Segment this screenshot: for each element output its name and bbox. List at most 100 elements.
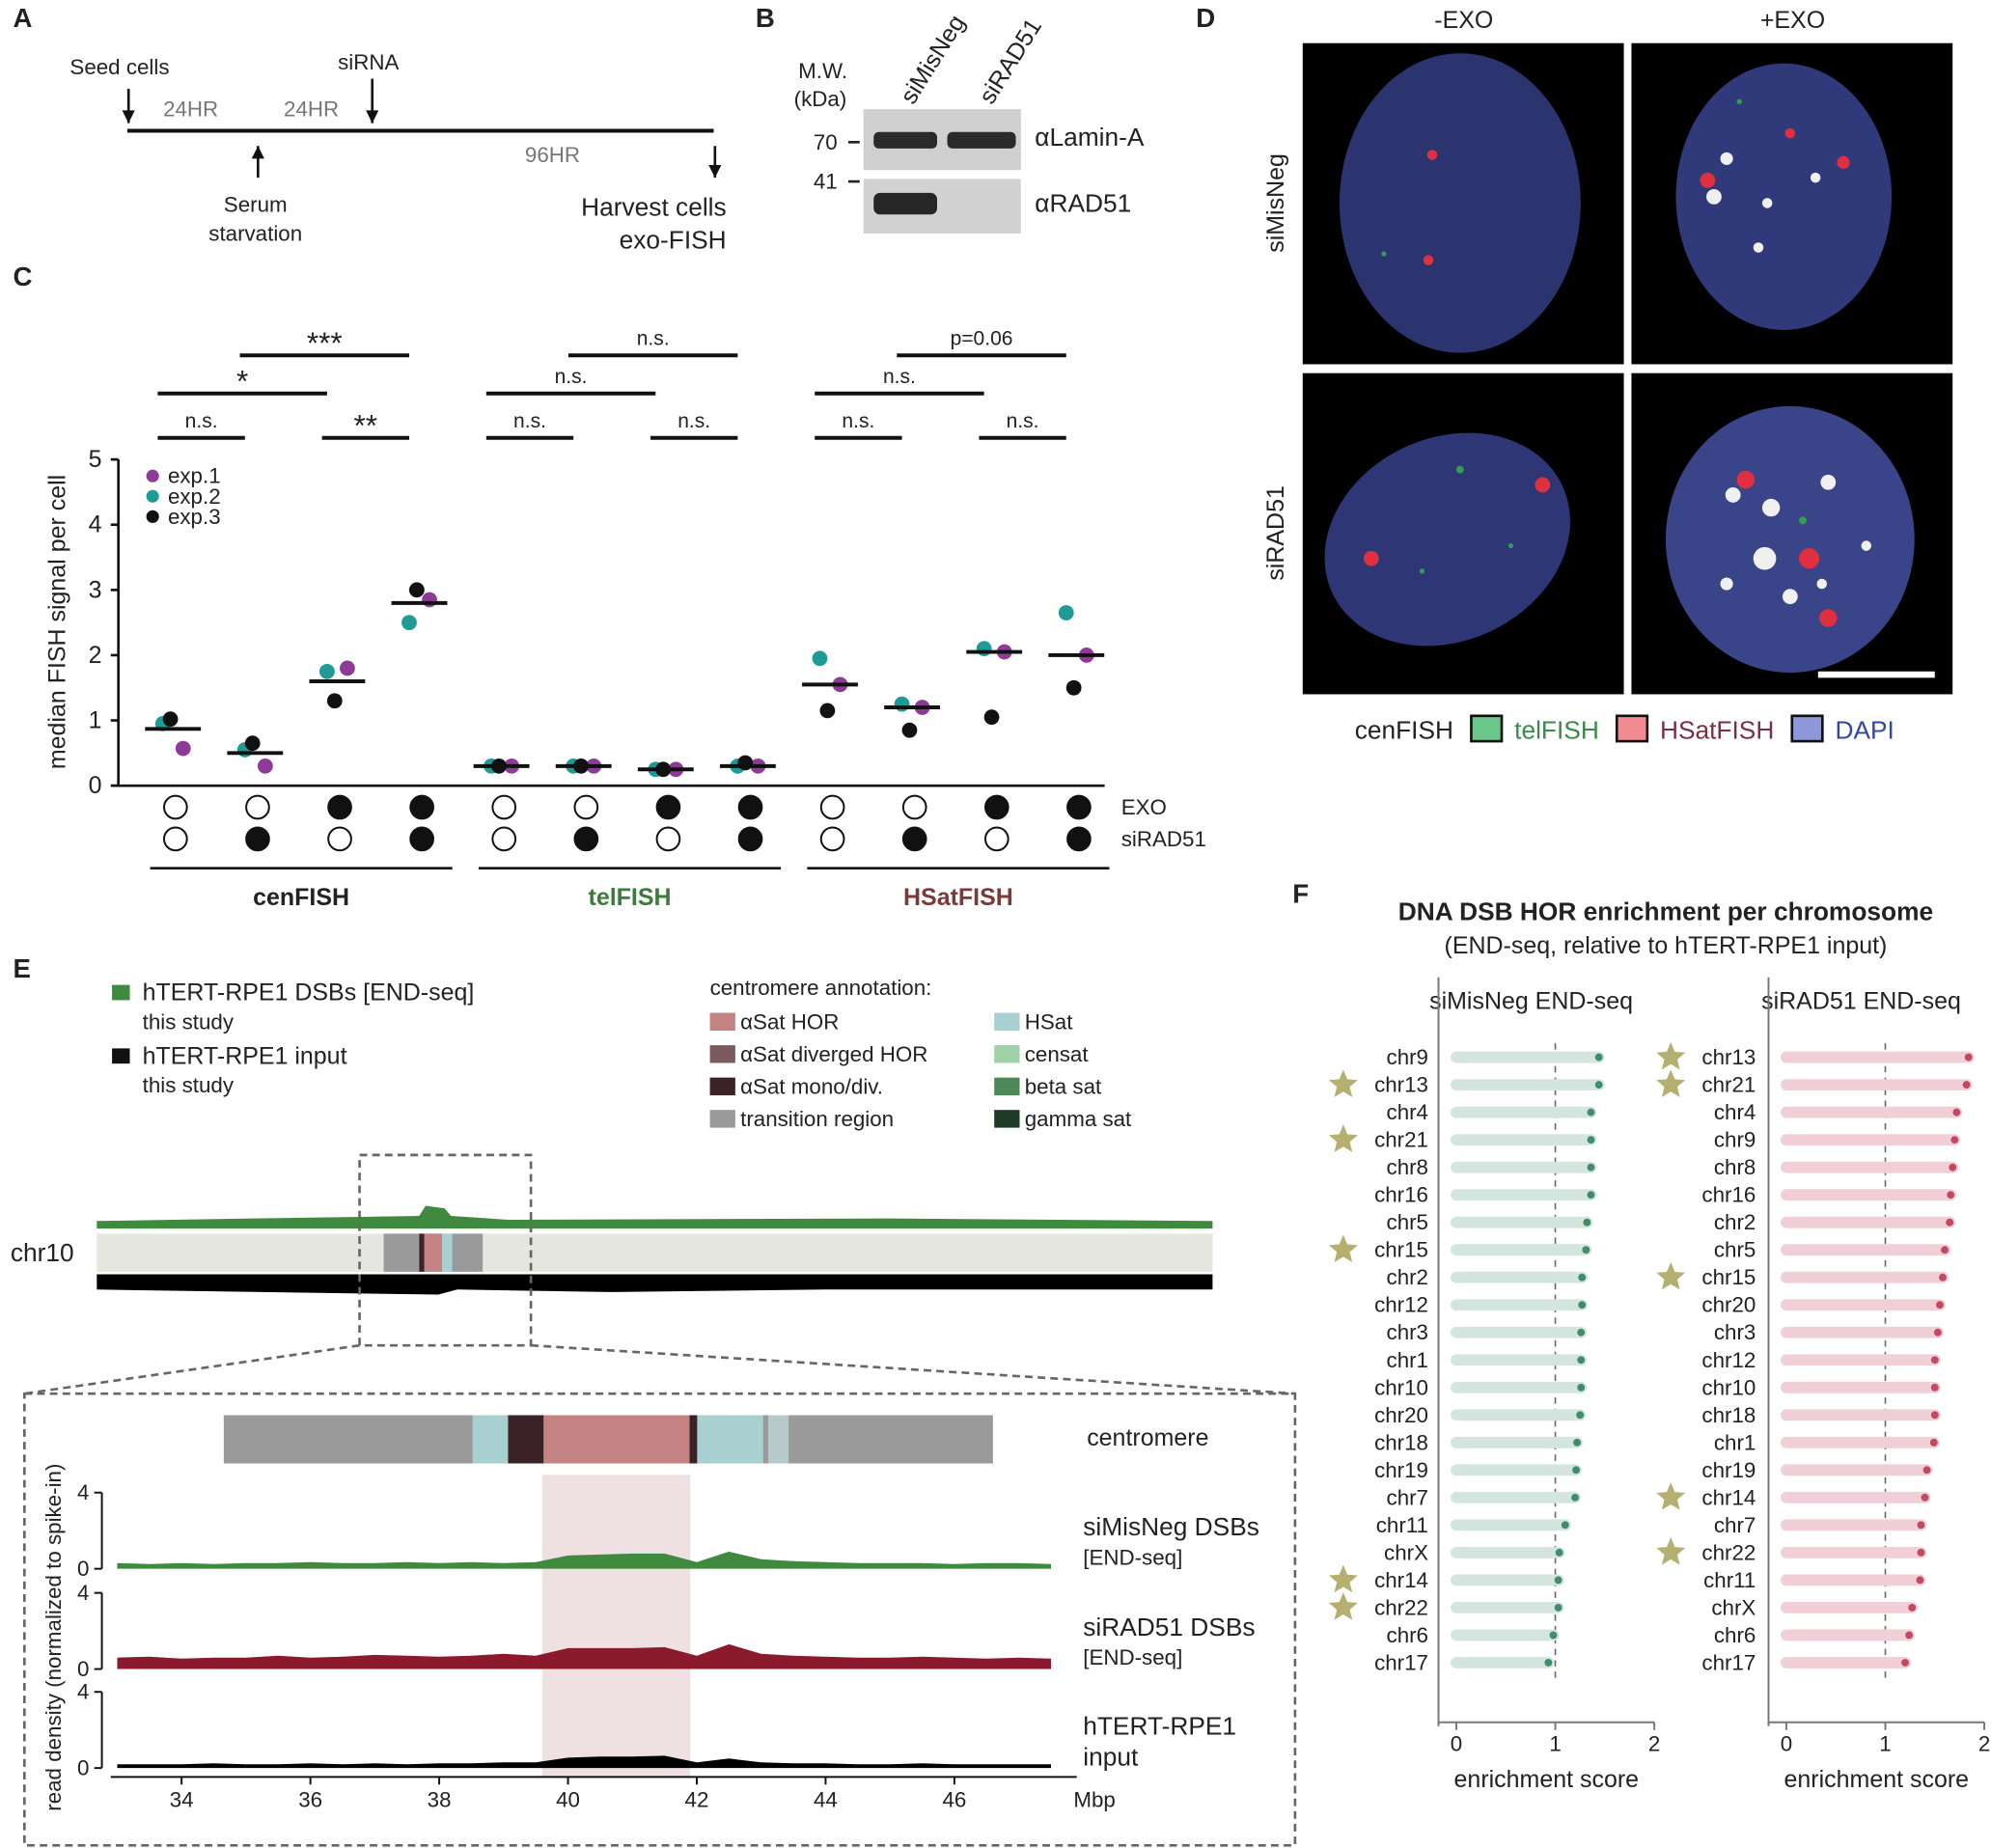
- dot: [1946, 1218, 1954, 1227]
- track-label: centromere: [1087, 1424, 1208, 1451]
- x-tick-label: 1: [1879, 1732, 1891, 1756]
- condition-marker: [327, 794, 352, 820]
- legend-label: αSat diverged HOR: [740, 1042, 927, 1066]
- dot: [1952, 1108, 1961, 1117]
- highlight-region: [541, 1475, 691, 1778]
- star: [1328, 1592, 1358, 1620]
- group-label: telFISH: [589, 884, 672, 911]
- category-label: chr14: [1374, 1568, 1428, 1592]
- label: starvation: [208, 222, 302, 246]
- category-label: chr3: [1387, 1320, 1428, 1344]
- legend-label: exp.2: [168, 484, 221, 509]
- category-label: chrX: [1384, 1540, 1428, 1564]
- y-tick-label: 4: [89, 511, 102, 538]
- condition-marker: [327, 826, 352, 852]
- dot: [1922, 1466, 1931, 1475]
- legend-marker: [146, 489, 159, 503]
- legend-marker: [146, 510, 159, 523]
- star: [1656, 1482, 1686, 1510]
- dot: [1594, 1053, 1603, 1062]
- dot: [1577, 1383, 1586, 1392]
- panel-label: A: [13, 3, 32, 33]
- y-tick-label: 3: [89, 576, 102, 603]
- chr10-overview: [23, 1153, 1297, 1847]
- y-tick-label: 1: [89, 707, 102, 734]
- arrow-head: [366, 110, 379, 124]
- category-label: chr21: [1701, 1073, 1756, 1097]
- category-label: chr1: [1387, 1348, 1428, 1372]
- category-label: chrX: [1711, 1595, 1756, 1619]
- category-label: chr11: [1376, 1513, 1428, 1537]
- significance-label: p=0.06: [951, 328, 1013, 350]
- condition-marker: [1066, 794, 1092, 820]
- legend-label: cenFISH: [1355, 715, 1453, 744]
- category-label: chr3: [1714, 1320, 1756, 1344]
- y-tick-label: 0: [77, 1557, 89, 1581]
- x-tick-label: 2: [1978, 1732, 1990, 1756]
- x-tick-label: 46: [942, 1788, 966, 1812]
- band: [873, 131, 937, 149]
- y-tick-label: 0: [89, 772, 102, 799]
- panel-label: C: [13, 262, 32, 291]
- dot: [1587, 1191, 1595, 1200]
- condition-marker: [901, 826, 927, 852]
- dot: [1901, 1658, 1909, 1667]
- point: [737, 755, 754, 771]
- dot: [1949, 1163, 1957, 1172]
- category-label: chr4: [1387, 1100, 1428, 1124]
- star: [1656, 1537, 1686, 1565]
- condition-marker: [901, 794, 927, 820]
- point: [901, 722, 918, 738]
- point: [340, 660, 355, 676]
- x-tick-label: 42: [685, 1788, 709, 1812]
- dot: [1916, 1576, 1924, 1585]
- x-tick-label: 40: [556, 1788, 580, 1812]
- signal-area: [117, 1755, 1051, 1769]
- y-tick-label: 0: [77, 1657, 89, 1681]
- track-sublabel: [END-seq]: [1083, 1545, 1182, 1569]
- category-label: chr6: [1714, 1623, 1756, 1647]
- star: [1656, 1041, 1686, 1070]
- point: [244, 735, 261, 752]
- row-label: siMisNeg: [1262, 153, 1289, 253]
- legend-label: αSat HOR: [740, 1009, 839, 1034]
- legend-label: hTERT-RPE1 input: [143, 1042, 347, 1069]
- dot: [1571, 1493, 1580, 1502]
- legend-label: DAPI: [1835, 715, 1894, 744]
- label: Harvest cells: [581, 192, 727, 221]
- condition-marker: [819, 826, 845, 852]
- x-tick-label: 36: [298, 1788, 322, 1812]
- arrow-head: [708, 164, 722, 179]
- category-label: chr6: [1387, 1623, 1428, 1647]
- category-label: chr22: [1701, 1540, 1756, 1564]
- condition-label: EXO: [1121, 795, 1167, 819]
- category-label: chr12: [1374, 1293, 1428, 1317]
- legend-marker: [146, 469, 159, 483]
- category-label: chr7: [1714, 1513, 1756, 1537]
- category-label: chr2: [1387, 1265, 1428, 1289]
- x-tick-label: 34: [170, 1788, 194, 1812]
- y-tick-label: 4: [77, 1680, 89, 1704]
- legend-label: HSatFISH: [1660, 715, 1774, 744]
- x-tick-label: 1: [1549, 1732, 1561, 1756]
- point: [162, 711, 179, 728]
- panel-label: E: [13, 953, 30, 983]
- dot: [1917, 1521, 1925, 1530]
- dot: [1576, 1411, 1585, 1420]
- condition-marker: [409, 826, 434, 852]
- condition-marker: [983, 826, 1009, 852]
- legend-swatch: [709, 1045, 735, 1063]
- signal-area: [117, 1551, 1051, 1569]
- category-label: chr11: [1703, 1568, 1756, 1592]
- dot: [1930, 1383, 1939, 1392]
- lane-label: siRAD51: [974, 14, 1047, 108]
- legend-label: HSat: [1025, 1009, 1073, 1034]
- group-label: cenFISH: [253, 884, 349, 911]
- significance-label: n.s.: [1007, 410, 1039, 432]
- condition-marker: [737, 794, 763, 820]
- category-label: chr10: [1374, 1375, 1428, 1399]
- dot: [1544, 1658, 1553, 1667]
- group-label: HSatFISH: [903, 884, 1013, 911]
- legend-swatch: [994, 1077, 1020, 1096]
- condition-marker: [655, 794, 681, 820]
